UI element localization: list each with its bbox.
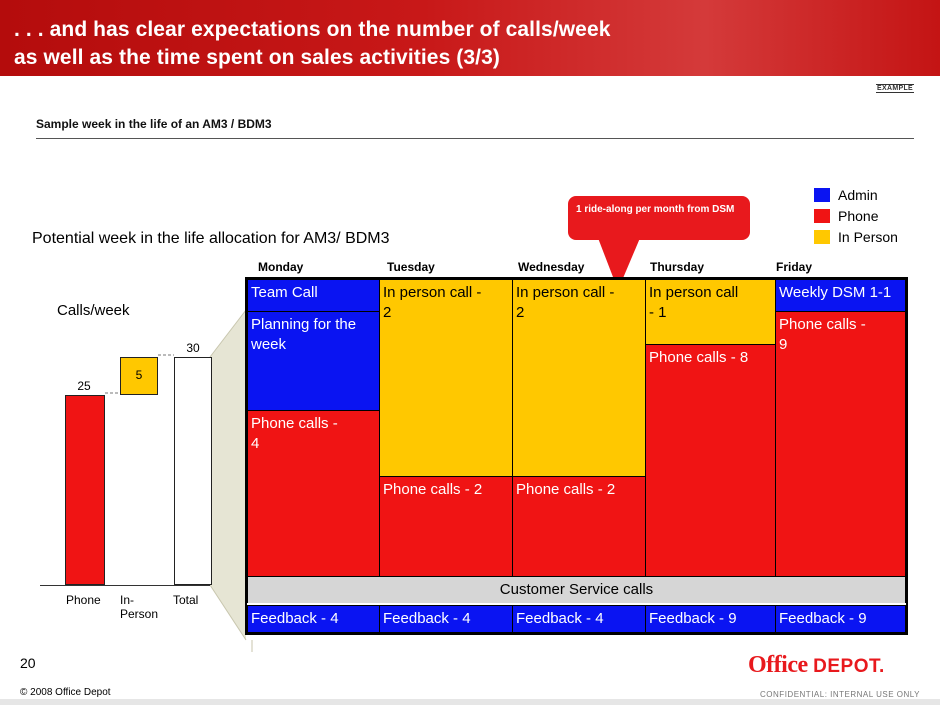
thursday-feedback: Feedback - 9 xyxy=(645,605,776,633)
legend-item-admin: Admin xyxy=(814,184,898,205)
tuesday-feedback: Feedback - 4 xyxy=(379,605,513,633)
monday-phone-calls: Phone calls - 4 xyxy=(247,410,380,577)
bar-in-person xyxy=(120,357,158,395)
day-label-tuesday: Tuesday xyxy=(387,260,435,274)
page-title: . . . and has clear expectations on the … xyxy=(14,16,611,72)
subtitle-divider xyxy=(36,138,914,139)
bar-value-label: 30 xyxy=(186,341,200,355)
wednesday-phone-calls: Phone calls - 2 xyxy=(512,476,646,577)
page-title-line-2: as well as the time spent on sales activ… xyxy=(14,46,500,69)
logo-depot-text: DEPOT. xyxy=(813,656,885,677)
title-banner: . . . and has clear expectations on the … xyxy=(0,0,940,76)
legend: Admin Phone In Person xyxy=(814,184,898,247)
page-number: 20 xyxy=(20,655,36,671)
bar-value-label: 5 xyxy=(135,368,143,382)
legend-swatch-admin xyxy=(814,187,830,202)
bar-phone xyxy=(65,395,105,585)
tuesday-phone-calls: Phone calls - 2 xyxy=(379,476,513,577)
monday-feedback: Feedback - 4 xyxy=(247,605,380,633)
ride-along-callout: 1 ride-along per month from DSM xyxy=(568,196,750,240)
footer-bar xyxy=(0,699,940,705)
friday-weekly-dsm: Weekly DSM 1-1 xyxy=(775,279,906,312)
example-tag: EXAMPLE xyxy=(876,84,914,93)
legend-swatch-phone xyxy=(814,208,830,223)
thursday-in-person: In person call - 1 xyxy=(645,279,776,345)
day-label-monday: Monday xyxy=(258,260,304,274)
office-depot-logo: Office DEPOT. xyxy=(748,652,885,679)
copyright: © 2008 Office Depot xyxy=(20,687,111,698)
logo-office-text: Office xyxy=(748,652,808,678)
weekly-schedule-grid: Team Call Planning for the week Phone ca… xyxy=(245,277,908,635)
section-subtitle: Sample week in the life of an AM3 / BDM3 xyxy=(36,117,272,131)
day-label-wednesday: Wednesday xyxy=(518,260,585,274)
category-label-phone: Phone xyxy=(66,593,101,607)
chart-baseline xyxy=(40,585,210,586)
legend-item-in-person: In Person xyxy=(814,226,898,247)
confidential-notice: CONFIDENTIAL: INTERNAL USE ONLY xyxy=(760,690,920,699)
wednesday-in-person: In person call - 2 xyxy=(512,279,646,477)
thursday-phone-calls: Phone calls - 8 xyxy=(645,344,776,577)
legend-item-phone: Phone xyxy=(814,205,898,226)
legend-label: Phone xyxy=(838,207,879,224)
wednesday-feedback: Feedback - 4 xyxy=(512,605,646,633)
friday-feedback: Feedback - 9 xyxy=(775,605,906,633)
day-label-friday: Friday xyxy=(776,260,813,274)
category-label-total: Total xyxy=(173,593,199,607)
day-label-thursday: Thursday xyxy=(650,260,705,274)
allocation-title: Potential week in the life allocation fo… xyxy=(32,230,390,247)
bar-total xyxy=(174,357,212,585)
monday-team-call: Team Call xyxy=(247,279,380,312)
tuesday-in-person: In person call - 2 xyxy=(379,279,513,477)
category-label-in-person: In- Person xyxy=(120,593,159,621)
legend-label: In Person xyxy=(838,228,898,245)
calls-per-week-title: Calls/week xyxy=(57,302,130,319)
monday-planning: Planning for the week xyxy=(247,311,380,411)
legend-swatch-in-person xyxy=(814,229,830,244)
legend-label: Admin xyxy=(838,186,878,203)
friday-phone-calls: Phone calls - 9 xyxy=(775,311,906,577)
customer-service-calls: Customer Service calls xyxy=(247,576,906,604)
page-title-line-1: . . . and has clear expectations on the … xyxy=(14,18,611,41)
bar-value-label: 25 xyxy=(77,379,91,393)
